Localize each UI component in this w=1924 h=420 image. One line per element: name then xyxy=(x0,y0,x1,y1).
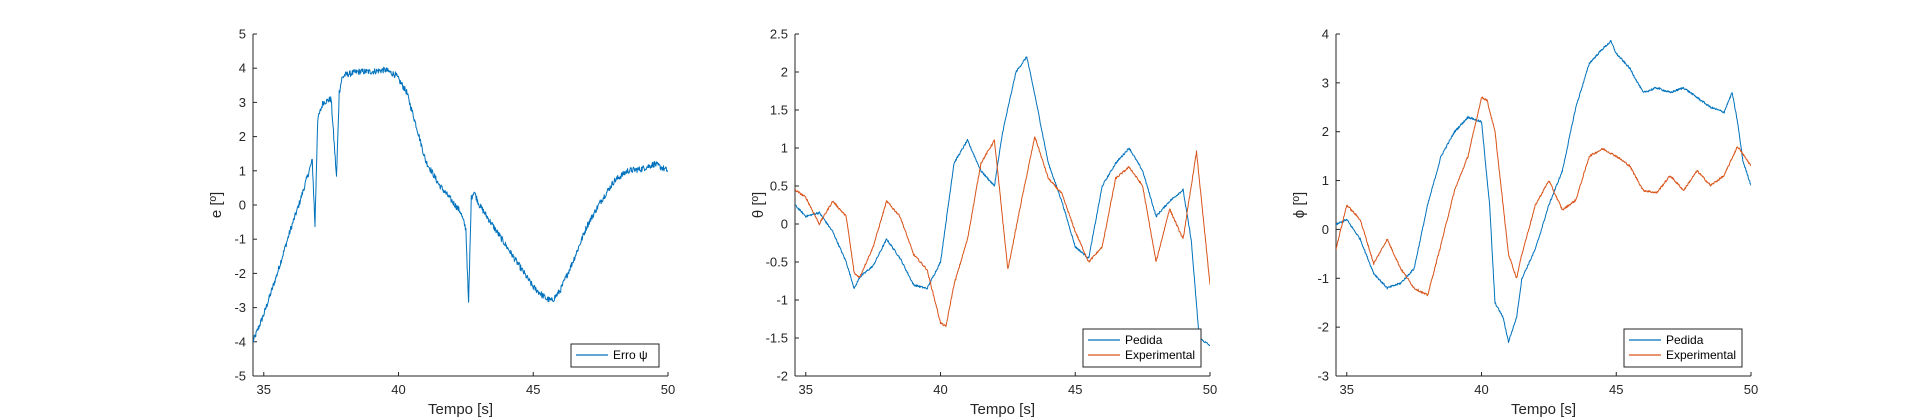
y-tick-label: 1.5 xyxy=(770,103,788,118)
y-tick-label: 2 xyxy=(781,65,788,80)
series-line-experimental xyxy=(1336,96,1751,297)
x-tick-label: 40 xyxy=(391,382,405,397)
series-line-pedida xyxy=(1336,39,1751,343)
y-axis-label: e [º] xyxy=(208,192,225,218)
y-tick-label: 1 xyxy=(239,163,246,178)
y-tick-label: 2.5 xyxy=(770,27,788,42)
x-tick-label: 35 xyxy=(799,382,813,397)
x-tick-label: 40 xyxy=(1474,382,1488,397)
y-tick-label: -3 xyxy=(234,300,246,315)
series-line-pedida xyxy=(795,56,1210,347)
y-tick-label: 1 xyxy=(1322,173,1329,188)
y-tick-label: 5 xyxy=(239,27,246,42)
x-tick-label: 45 xyxy=(526,382,540,397)
x-axis-label: Tempo [s] xyxy=(1511,401,1576,418)
plot-area xyxy=(795,34,1210,376)
x-axis-label: Tempo [s] xyxy=(428,401,493,418)
y-tick-label: 1 xyxy=(781,141,788,156)
legend-box xyxy=(1623,328,1743,368)
y-tick-label: -2 xyxy=(776,369,788,384)
y-tick-label: -1.5 xyxy=(766,331,788,346)
x-tick-label: 50 xyxy=(661,382,675,397)
x-tick-label: 40 xyxy=(933,382,947,397)
legend-box xyxy=(570,343,660,368)
x-tick-label: 35 xyxy=(257,382,271,397)
plot-area xyxy=(253,34,668,376)
y-tick-label: 2 xyxy=(239,129,246,144)
y-tick-label: 2 xyxy=(1322,124,1329,139)
series-line-experimental xyxy=(795,136,1210,328)
y-tick-label: 4 xyxy=(239,61,246,76)
y-tick-label: -4 xyxy=(234,334,246,349)
y-axis-label: ϕ [º] xyxy=(1291,192,1308,218)
x-tick-label: 45 xyxy=(1068,382,1082,397)
y-tick-label: 0.5 xyxy=(770,179,788,194)
legend-label: Pedida xyxy=(1125,333,1163,347)
y-tick-label: -5 xyxy=(234,369,246,384)
y-tick-label: -0.5 xyxy=(766,255,788,270)
y-tick-label: -1 xyxy=(1317,271,1329,286)
x-tick-label: 45 xyxy=(1609,382,1623,397)
legend-box xyxy=(1082,328,1202,368)
legend-label: Erro ψ xyxy=(613,348,648,362)
x-tick-label: 50 xyxy=(1203,382,1217,397)
y-tick-label: 0 xyxy=(781,217,788,232)
series-line-erro- xyxy=(253,66,668,343)
y-tick-label: 3 xyxy=(239,95,246,110)
y-tick-label: 4 xyxy=(1322,27,1329,42)
y-axis-label: θ [º] xyxy=(750,192,767,218)
y-tick-label: -3 xyxy=(1317,369,1329,384)
x-axis-label: Tempo [s] xyxy=(970,401,1035,418)
y-tick-label: 3 xyxy=(1322,75,1329,90)
plot-area xyxy=(1336,34,1751,376)
legend-label: Pedida xyxy=(1666,333,1704,347)
y-tick-label: -1 xyxy=(776,293,788,308)
y-tick-label: -2 xyxy=(234,266,246,281)
chart-theta: 35 40 45 50 -2 -1.5 -1 -0.5 0 0.5 1 1.5 2 2.5 Tempo [s… xyxy=(750,27,1217,419)
x-tick-label: 35 xyxy=(1340,382,1354,397)
legend-label: Experimental xyxy=(1125,348,1195,362)
x-tick-label: 50 xyxy=(1744,382,1758,397)
y-tick-label: -1 xyxy=(234,232,246,247)
y-tick-label: 0 xyxy=(239,198,246,213)
legend-label: Experimental xyxy=(1666,348,1736,362)
y-tick-label: 0 xyxy=(1322,222,1329,237)
y-tick-label: -2 xyxy=(1317,320,1329,335)
chart-phi: 35 40 45 50 -3 -2 -1 0 1 2 3 4 Tempo [s] ϕ [º] PedidaE… xyxy=(1291,27,1758,419)
